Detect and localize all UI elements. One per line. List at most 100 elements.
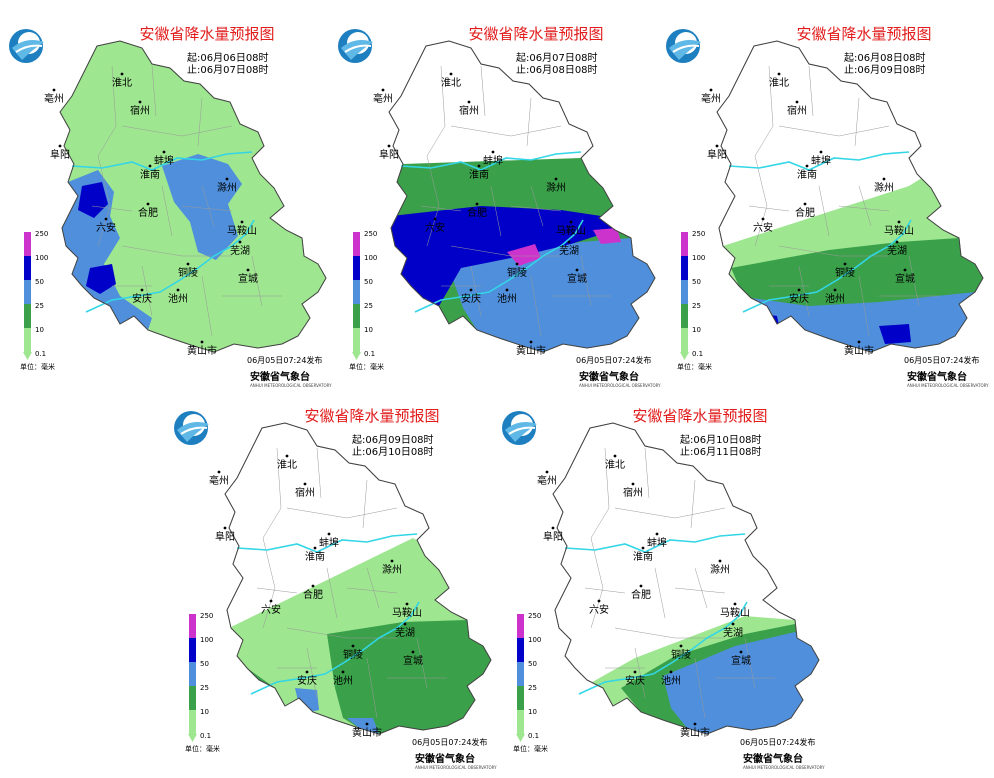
city-label: 安庆 (789, 292, 809, 305)
city-label: 阜阳 (543, 530, 563, 543)
legend-tick: 250 (692, 230, 705, 238)
rain-zone-25-50 (295, 688, 319, 714)
city-dot (505, 288, 509, 292)
city-dot (669, 670, 673, 674)
city-dot (655, 532, 659, 536)
period-start: 起:06月06日08时 (187, 52, 269, 64)
period-end: 止:06月11日08时 (680, 446, 762, 458)
legend-swatch (24, 304, 31, 328)
city-label: 宣城 (403, 654, 423, 667)
rain-zone-25-50 (449, 238, 655, 352)
city-dot (739, 650, 743, 654)
city-dot (240, 220, 244, 224)
city-dot (715, 144, 719, 148)
yangtze-river (578, 601, 748, 695)
yangtze-river (742, 219, 912, 313)
city-dot (897, 220, 901, 224)
city-label: 铜陵 (835, 267, 855, 279)
city-label: 马鞍山 (884, 224, 914, 237)
rain-zone-50-100 (86, 264, 116, 294)
city-label: 宿州 (623, 486, 643, 499)
legend-swatch (681, 256, 688, 280)
rain-zone-50-100 (753, 312, 781, 340)
rain-zone-25-50 (162, 154, 242, 260)
city-dot (246, 268, 250, 272)
city-dot (575, 268, 579, 272)
legend-tick: 250 (528, 612, 541, 620)
city-label: 芜湖 (887, 244, 907, 257)
province-border (59, 40, 327, 353)
city-label: 蚌埠 (647, 536, 667, 549)
city-label: 滁州 (874, 181, 894, 194)
agency-name-en: ANHUI METEOROLOGICAL OBSERVATORY (579, 383, 661, 388)
legend-tick: 25 (692, 302, 701, 310)
city-dot (351, 644, 355, 648)
agency-name: 安徽省气象台 (907, 370, 967, 383)
city-dot (761, 217, 765, 221)
city-dot (58, 144, 62, 148)
city-dot (148, 164, 152, 168)
city-label: 铜陵 (507, 267, 527, 279)
map-title: 安徽省降水量预报图 (139, 25, 274, 43)
observatory-logo (9, 29, 44, 63)
city-label: 马鞍山 (556, 224, 586, 237)
city-label: 池州 (497, 292, 517, 305)
city-label: 亳州 (209, 474, 229, 487)
city-dot (381, 88, 385, 92)
map-title: 安徽省降水量预报图 (304, 407, 439, 425)
city-label: 宿州 (295, 486, 315, 499)
city-dot (200, 340, 204, 344)
city-label: 黄山市 (680, 726, 710, 739)
city-dot (225, 177, 229, 181)
agency-name: 安徽省气象台 (415, 752, 475, 765)
legend-tick: 25 (528, 684, 537, 692)
city-label: 池州 (168, 292, 188, 305)
city-label: 黄山市 (352, 726, 382, 739)
rain-zone-25-50 (347, 718, 379, 734)
city-label: 合肥 (631, 588, 651, 601)
legend-swatch (189, 614, 196, 638)
legend-tick: 50 (35, 278, 44, 286)
city-label: 宿州 (459, 104, 479, 117)
city-label: 黄山市 (187, 344, 217, 357)
city-dot (797, 288, 801, 292)
rain-zone-50-100 (78, 182, 108, 218)
city-label: 阜阳 (379, 148, 399, 161)
map-title: 安徽省降水量预报图 (468, 25, 603, 43)
legend-arrow (516, 734, 525, 742)
city-dot (341, 670, 345, 674)
legend-tick: 50 (200, 660, 209, 668)
legend-tick: 10 (200, 708, 209, 716)
city-dot (613, 454, 617, 458)
province-border (716, 40, 984, 353)
city-dot (819, 150, 823, 154)
city-dot (104, 217, 108, 221)
legend-swatch (517, 686, 524, 710)
city-dot (693, 722, 697, 726)
county-boundaries (584, 447, 775, 719)
city-label: 淮北 (605, 459, 625, 471)
city-dot (545, 470, 549, 474)
period-end: 止:06月10日08时 (352, 446, 434, 458)
city-dot (303, 482, 307, 486)
huai-river (236, 533, 418, 553)
city-dot (805, 164, 809, 168)
city-dot (529, 340, 533, 344)
city-label: 六安 (425, 221, 445, 234)
period-end: 止:06月09日08时 (844, 64, 926, 76)
rain-zone-50-100 (879, 324, 911, 344)
city-dot (403, 622, 407, 626)
huai-river (564, 533, 746, 553)
city-label: 滁州 (546, 181, 566, 194)
city-label: 池州 (333, 674, 353, 687)
province-border (224, 422, 492, 735)
city-label: 合肥 (138, 206, 158, 219)
city-dot (433, 217, 437, 221)
city-label: 淮南 (797, 168, 817, 181)
city-dot (882, 177, 886, 181)
city-dot (679, 644, 683, 648)
legend-swatch (353, 304, 360, 328)
city-dot (631, 482, 635, 486)
yangtze-river (414, 219, 584, 313)
